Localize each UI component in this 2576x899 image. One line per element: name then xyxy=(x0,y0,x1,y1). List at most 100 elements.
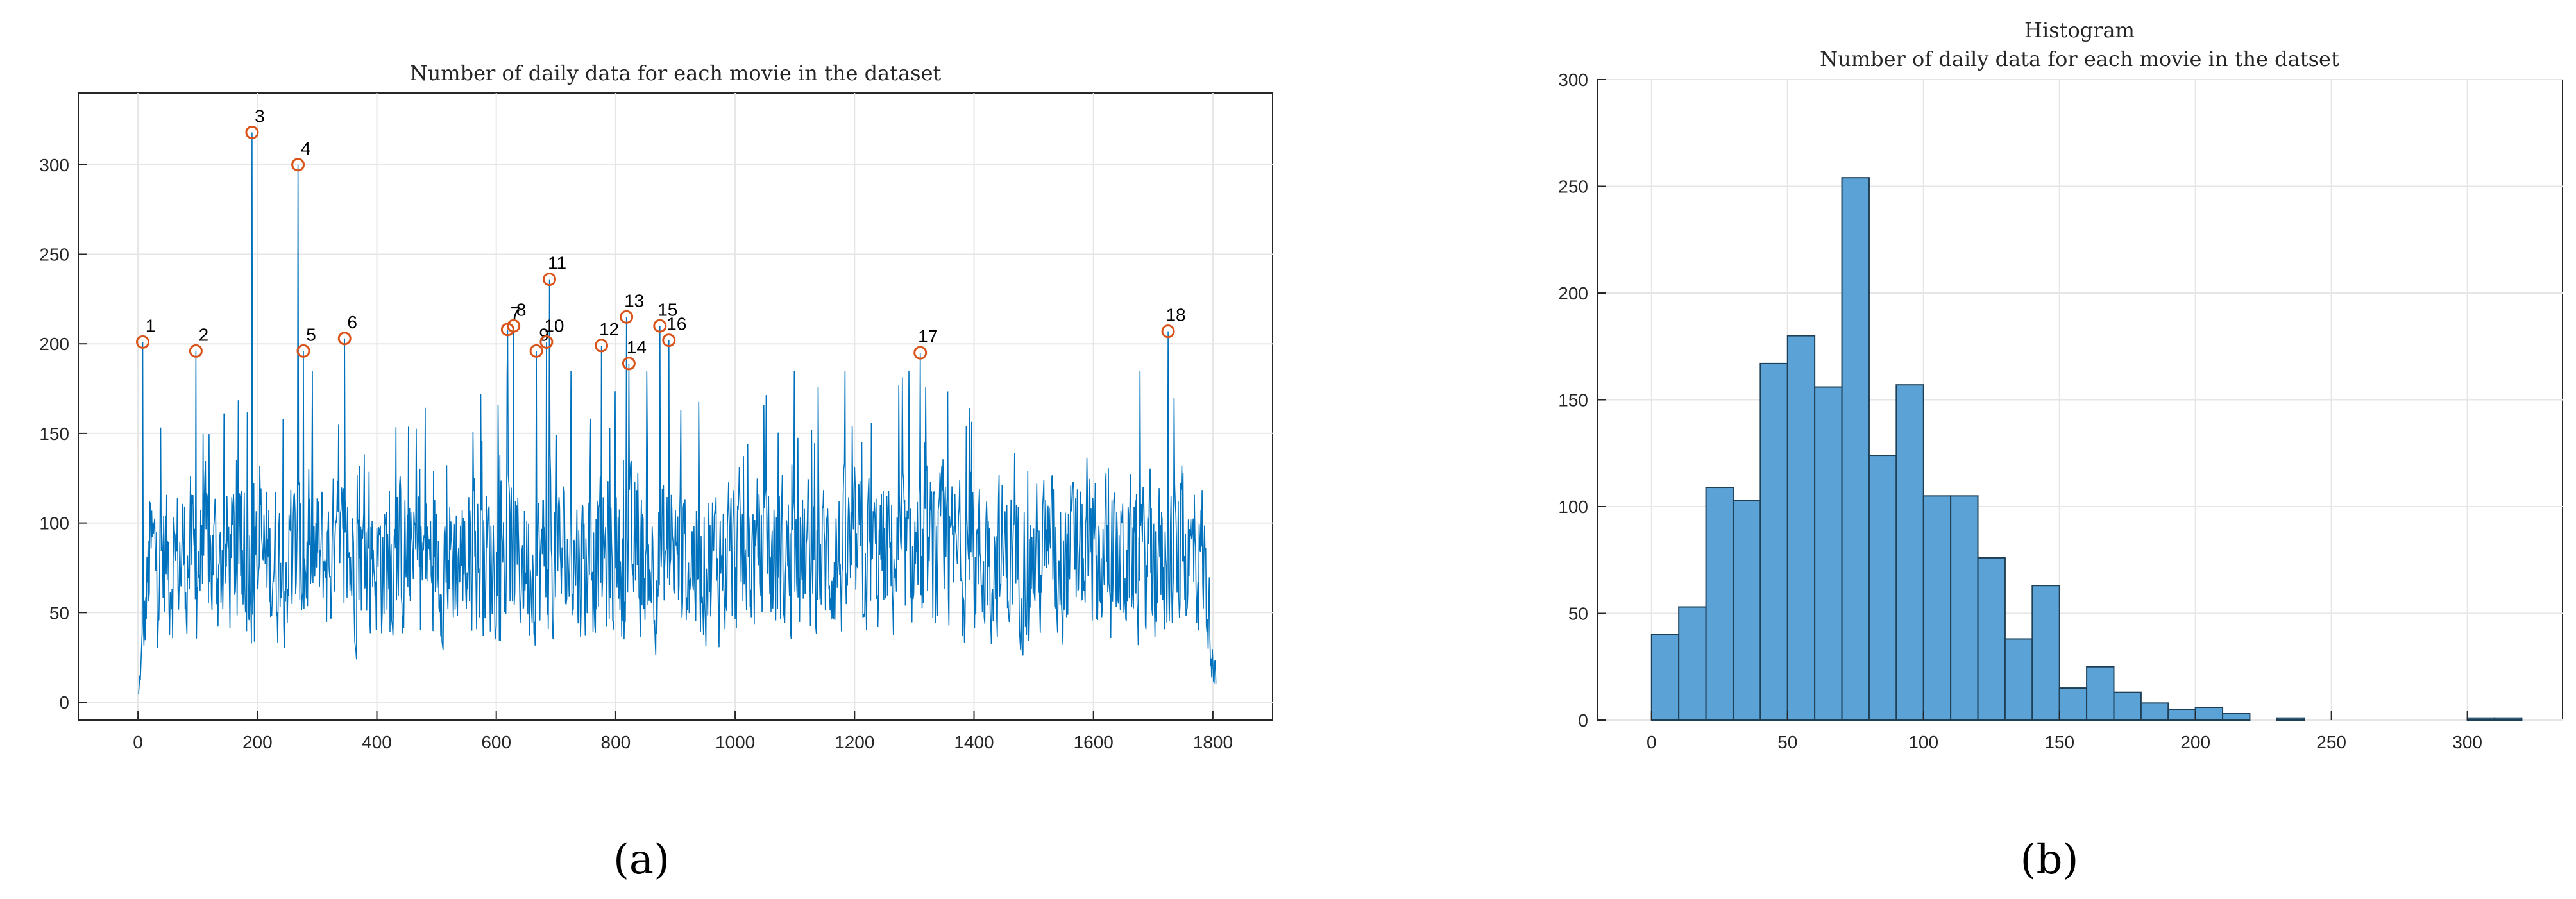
chart-b-y-tick-label: 150 xyxy=(1558,391,1588,410)
chart-b-y-tick-label: 200 xyxy=(1558,283,1588,303)
chart-b-x-tick-label: 250 xyxy=(2316,732,2346,752)
chart-a-x-ticks: 0 200 400 600 800 1000 1200 1400 1600 1800 xyxy=(133,711,1233,752)
chart-a-y-tick-label: 50 xyxy=(49,603,69,623)
chart-a-peak-label: 2 xyxy=(199,324,209,344)
chart-b-bar xyxy=(2222,713,2251,721)
chart-a-peak-label: 12 xyxy=(599,319,619,339)
chart-a-peak-label: 15 xyxy=(657,299,677,319)
chart-a-peak-marker xyxy=(136,335,150,349)
chart-a-peak-label: 3 xyxy=(255,106,265,126)
chart-b-caption: (b) xyxy=(2021,836,2079,884)
chart-b-bar xyxy=(2167,709,2196,721)
chart-a-x-tick-label: 1400 xyxy=(954,732,994,752)
chart-a-peak-marker xyxy=(507,319,521,333)
chart-a-x-tick-label: 600 xyxy=(481,732,511,752)
chart-b-bar xyxy=(1786,335,1816,721)
chart-a-peak-marker xyxy=(662,333,676,348)
chart-a-peak-label: 14 xyxy=(627,337,647,357)
chart-b: 0 50 100 150 200 250 300 0 50 100 150 200 250 300 Hi… xyxy=(1558,18,2563,884)
chart-a-y-tick-label: 150 xyxy=(39,424,69,444)
chart-b-bar xyxy=(2031,585,2060,721)
chart-a-x-tick-label: 400 xyxy=(362,732,392,752)
chart-a-peak-marker xyxy=(337,332,352,346)
chart-b-bar xyxy=(1732,500,1761,721)
chart-a-peak-label: 4 xyxy=(301,139,311,158)
chart-a-peak-marker xyxy=(539,335,554,349)
chart-a-y-tick-label: 0 xyxy=(59,693,69,712)
chart-b-bar xyxy=(1950,495,1979,721)
chart-a-x-tick-label: 800 xyxy=(601,732,631,752)
chart-b-bar xyxy=(2004,638,2033,721)
chart-b-bar xyxy=(2466,717,2496,721)
chart-b-bar xyxy=(2194,707,2224,721)
chart-a-peak-marker xyxy=(245,125,259,139)
chart-a-peak-label: 7 xyxy=(511,303,521,323)
chart-a-peak-label: 10 xyxy=(544,315,564,335)
chart-a-peak-label: 13 xyxy=(624,290,644,310)
chart-b-y-tick-label: 50 xyxy=(1568,604,1588,624)
chart-a-x-tick-label: 0 xyxy=(133,732,143,752)
chart-a-peak-marker xyxy=(296,344,310,358)
chart-b-x-tick-label: 50 xyxy=(1777,732,1797,752)
chart-b-bar xyxy=(1814,386,1843,721)
chart-a-caption: (a) xyxy=(613,836,670,884)
chart-a-peak-marker xyxy=(189,344,203,358)
chart-b-x-tick-label: 100 xyxy=(1908,732,1938,752)
chart-a-x-tick-label: 1000 xyxy=(715,732,755,752)
chart-b-bars xyxy=(1650,177,2523,721)
chart-b-bar xyxy=(2113,691,2142,721)
chart-a-peak-marker xyxy=(913,346,928,360)
chart-a-peak-marker xyxy=(1161,324,1175,339)
chart-a-series-line xyxy=(138,132,1217,694)
chart-b-bar xyxy=(1759,362,1788,721)
chart-a-title: Number of daily data for each movie in t… xyxy=(410,61,942,85)
chart-b-x-tick-label: 200 xyxy=(2180,732,2210,752)
chart-b-bar xyxy=(1678,606,1707,721)
chart-b-y-tick-label: 100 xyxy=(1558,497,1588,517)
chart-a-peak-marker xyxy=(653,319,667,333)
chart-a-y-tick-label: 300 xyxy=(39,155,69,175)
chart-b-bar xyxy=(2276,717,2305,721)
chart-b-x-tick-label: 0 xyxy=(1647,732,1657,752)
chart-b-x-tick-label: 150 xyxy=(2044,732,2074,752)
chart-a-peak-marker xyxy=(529,344,543,358)
chart-a-peak-label: 16 xyxy=(666,314,686,334)
chart-b-bar xyxy=(1895,384,1924,721)
chart-a-peak-label: 17 xyxy=(918,326,938,346)
chart-a-y-tick-label: 100 xyxy=(39,514,69,534)
chart-b-bar xyxy=(1868,455,1897,721)
chart-b-y-tick-label: 250 xyxy=(1558,177,1588,197)
chart-b-y-tick-label: 0 xyxy=(1578,710,1588,730)
chart-a-x-tick-label: 1200 xyxy=(835,732,874,752)
chart-a-peak-marker xyxy=(291,158,305,172)
chart-a-peak-label: 1 xyxy=(146,315,156,335)
chart-a-y-ticks: 0 50 100 150 200 250 300 xyxy=(39,155,87,712)
chart-a-peak-marker xyxy=(543,273,557,287)
chart-b-bar xyxy=(2086,666,2115,721)
chart-a-x-tick-label: 200 xyxy=(242,732,273,752)
chart-a-peak-label: 18 xyxy=(1165,305,1185,325)
chart-b-bar xyxy=(1922,495,1952,721)
chart-a-peak-label: 11 xyxy=(548,253,566,273)
chart-b-x-ticks: 0 50 100 150 200 250 300 xyxy=(1647,711,2482,752)
chart-b-bar xyxy=(2140,702,2169,721)
chart-b-bar xyxy=(2494,717,2523,721)
chart-b-y-ticks: 0 50 100 150 200 250 300 xyxy=(1558,70,1606,730)
chart-a-peak-label: 6 xyxy=(347,312,357,332)
chart-a-peak-label: 5 xyxy=(306,324,316,344)
chart-a-y-tick-label: 200 xyxy=(39,334,69,354)
chart-a-y-tick-label: 250 xyxy=(39,244,69,264)
chart-a-peak-marker xyxy=(595,339,609,353)
chart-a-peak-marker xyxy=(622,357,636,371)
chart-b-x-tick-label: 300 xyxy=(2452,732,2482,752)
chart-b-title: Histogram xyxy=(2024,18,2135,42)
chart-b-subtitle: Number of daily data for each movie in t… xyxy=(1820,47,2339,71)
chart-a-peak-marker xyxy=(620,310,634,324)
chart-a-series xyxy=(138,132,1217,694)
chart-a-peak-label: 8 xyxy=(516,299,527,319)
chart-b-bar xyxy=(2058,687,2088,721)
chart-a-x-tick-label: 1600 xyxy=(1074,732,1114,752)
